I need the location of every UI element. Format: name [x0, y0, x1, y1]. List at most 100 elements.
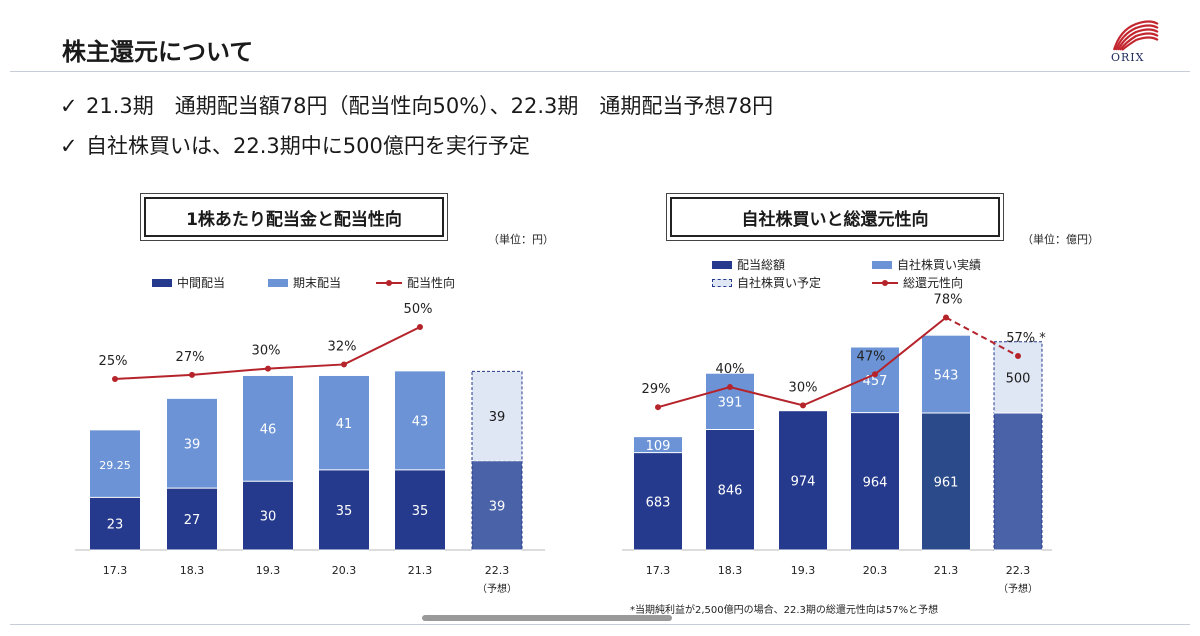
chart2-tick-label: 18.3: [718, 564, 743, 577]
chart2-data-label: 543: [934, 368, 959, 383]
chart2-return-line-forecast: [945, 316, 1019, 357]
chart1-bar-final: [319, 375, 369, 470]
chart1-bar-final: [243, 375, 293, 482]
legend-payout: 配当性向: [376, 274, 455, 291]
chart2-return-label: 30%: [789, 380, 818, 395]
chart2-return-point: [655, 404, 661, 411]
chart1-data-label: 39: [489, 499, 506, 514]
chart2-data-label: 683: [646, 495, 671, 510]
chart2-tick-label: 22.3: [1006, 564, 1031, 577]
chart2-return-label: 29%: [642, 382, 671, 397]
chart1-payout-point: [417, 324, 423, 330]
chart2-bar-dividend-total: [634, 452, 682, 550]
horizontal-scrollbar[interactable]: [422, 615, 672, 621]
legend-buyback-actual: 自社株買い実績: [872, 256, 981, 273]
legend-swatch: [712, 278, 732, 287]
chart1-bar-final: [471, 370, 523, 462]
chart2-data-label: 391: [718, 396, 743, 411]
chart1-payout-label: 27%: [176, 350, 205, 365]
chart2-bar-buyback-actual: [922, 335, 970, 414]
bullet-text: 21.3期 通期配当額78円（配当性向50%）、22.3期 通期配当予想78円: [86, 94, 774, 118]
bullet-text: 自社株買いは、22.3期中に500億円を実行予定: [86, 134, 530, 158]
legend-swatch: [152, 278, 172, 287]
chart1-tick-label: 21.3: [408, 564, 433, 577]
chart1-data-label: 27: [184, 513, 201, 528]
chart2-data-label: 500: [1006, 371, 1031, 386]
chart2-bar-buyback-actual: [851, 347, 899, 413]
chart1-data-label: 39: [184, 438, 201, 453]
chart2-tick-label: 17.3: [646, 564, 671, 577]
chart2-data-label: 961: [934, 476, 959, 491]
legend-dividend-total: 配当総額: [712, 256, 785, 273]
chart2-data-label: 109: [646, 439, 671, 454]
chart1-bar-final: [167, 398, 217, 489]
chart1-bar-final: [90, 430, 140, 498]
chart1-payout-label: 50%: [404, 302, 433, 317]
chart2-tick-label: 21.3: [934, 564, 959, 577]
legend-label: 総還元性向: [903, 276, 964, 290]
chart2-return-point: [943, 314, 949, 321]
check-icon: ✓: [60, 134, 78, 158]
chart2-data-label: 846: [718, 484, 743, 499]
chart1-payout-point: [112, 376, 118, 382]
chart2-bar-dividend-total: [922, 413, 970, 550]
footnote: *当期純利益が2,500億円の場合、22.3期の総還元性向は57%と予想: [630, 605, 939, 616]
chart1-payout-point: [189, 371, 195, 378]
legend-buyback-plan: 自社株買い予定: [712, 274, 821, 291]
chart2-bar-dividend-total: [779, 411, 827, 550]
chart2-bar-buyback-actual: [706, 373, 754, 430]
legend-label: 自社株買い実績: [897, 258, 982, 272]
chart2-return-label: 40%: [716, 362, 745, 377]
chart1-tick-label: 22.3: [485, 564, 510, 577]
chart1-data-label: 43: [412, 415, 429, 430]
chart2-bar-buyback-actual: [634, 437, 682, 453]
chart1-bar-interim: [90, 497, 140, 550]
chart1-data-label: 46: [260, 423, 277, 438]
legend-final: 期末配当: [268, 274, 341, 291]
chart2-return-label: 78%: [934, 293, 963, 308]
chart1-bar-interim: [167, 488, 217, 550]
chart1-bar-final: [395, 371, 445, 470]
chart2-return-label: 57% *: [1006, 331, 1046, 346]
chart1-tick-sublabel: （予想）: [477, 582, 517, 595]
chart2-return-label: 47%: [857, 349, 886, 364]
title-divider: [10, 71, 1190, 72]
chart1-tick-label: 17.3: [103, 564, 128, 577]
legend-interim: 中間配当: [152, 274, 225, 291]
legend-label: 配当総額: [737, 258, 786, 272]
legend-swatch: [872, 260, 892, 269]
legend-line-icon: [872, 279, 898, 286]
chart2-bar-dividend-total: [993, 412, 1043, 551]
bullet-dividend: ✓ 21.3期 通期配当額78円（配当性向50%）、22.3期 通期配当予想78円: [60, 90, 773, 120]
chart2-tick-label: 20.3: [863, 564, 888, 577]
bullet-buyback: ✓ 自社株買いは、22.3期中に500億円を実行予定: [60, 130, 530, 160]
chart2-data-label: 964: [863, 475, 888, 490]
chart2-bar-dividend-total: [706, 429, 754, 550]
legend-swatch: [268, 278, 288, 287]
legend-line-icon: [376, 279, 402, 286]
chart1-unit: （単位：円）: [488, 233, 554, 246]
chart2-return-point: [872, 371, 878, 378]
chart1-data-label: 30: [260, 510, 277, 525]
legend-label: 中間配当: [177, 276, 226, 290]
chart1-payout-label: 32%: [328, 339, 357, 354]
chart2-bar-dividend-total: [851, 412, 899, 550]
chart2-title: 自社株買いと総還元性向: [670, 197, 1000, 237]
chart1-payout-label: 25%: [99, 354, 128, 369]
chart1-data-label: 23: [107, 518, 124, 533]
orix-logo-icon: [1112, 20, 1159, 51]
chart2-unit: （単位：億円）: [1022, 233, 1099, 246]
legend-label: 期末配当: [293, 276, 342, 290]
chart1-data-label: 35: [336, 504, 353, 519]
legend-label: 自社株買い予定: [737, 276, 822, 290]
page-title: 株主還元について: [62, 38, 254, 66]
chart1-bar-interim: [243, 481, 293, 550]
chart1-bar-interim: [319, 469, 369, 550]
logo-text: ORIX: [1111, 51, 1145, 64]
chart1-tick-label: 18.3: [180, 564, 205, 577]
chart2-data-label: 974: [791, 475, 816, 490]
chart2-return-point: [800, 402, 806, 409]
chart1-data-label: 29.25: [99, 459, 131, 472]
chart1-payout-point: [265, 365, 271, 372]
chart2-return-point: [1015, 352, 1021, 359]
